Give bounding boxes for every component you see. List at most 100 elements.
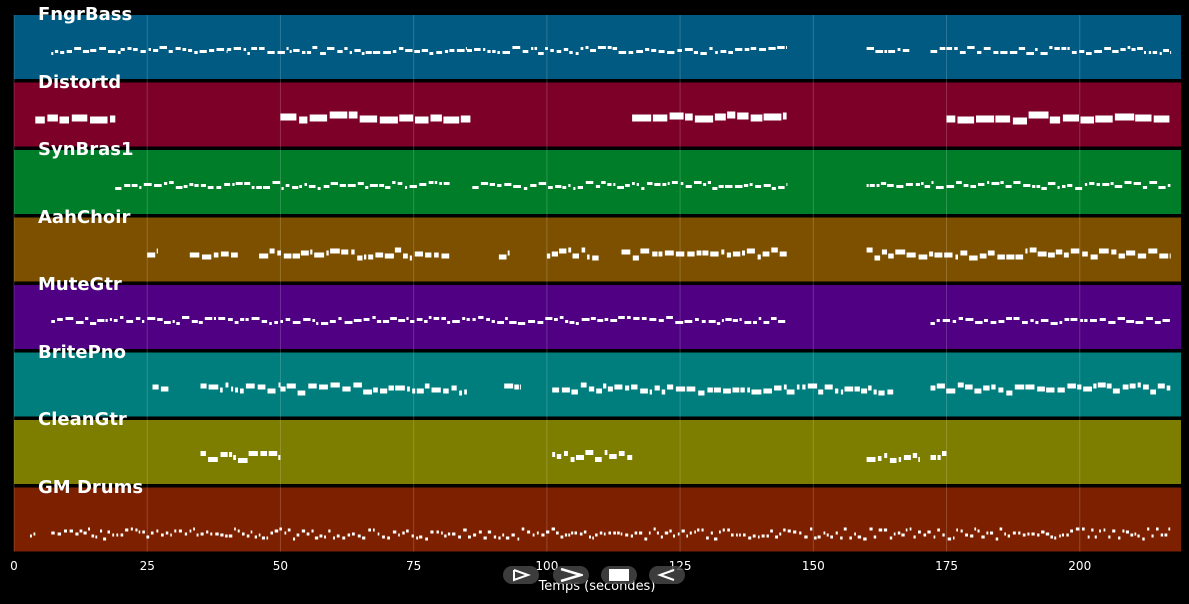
note [363,318,370,321]
note [1093,383,1097,389]
note [1070,248,1080,254]
note [497,321,504,324]
note [229,452,233,457]
note [209,49,215,52]
note [51,320,55,323]
note [866,47,874,50]
track-label: AahChoir [38,206,131,228]
note [1000,181,1004,184]
note [458,535,461,539]
note [1041,187,1047,190]
note [88,527,90,531]
note [575,322,579,325]
note [514,384,519,390]
note [405,49,413,52]
note [555,185,562,188]
note [993,51,999,54]
note [125,528,129,532]
note [999,527,1003,531]
note [667,182,670,185]
note [1157,383,1165,389]
note [913,535,916,539]
note [1135,114,1152,122]
note [954,47,958,50]
note [382,535,385,539]
note [755,185,762,188]
note [1079,50,1085,53]
note [869,527,873,531]
x-tick-label: 50 [272,559,289,573]
note [614,384,623,390]
note [561,387,570,393]
note [1023,184,1031,187]
note [701,528,704,532]
note [960,529,963,533]
note [694,530,696,534]
note [412,388,416,394]
forward-button[interactable] [649,566,685,584]
rewind-button[interactable] [503,566,539,584]
play-button[interactable] [553,566,589,584]
note [339,184,346,187]
note [316,322,319,325]
note [835,388,839,394]
note [677,532,680,536]
note [407,386,410,392]
note [840,389,844,395]
note [640,248,650,254]
note [666,316,673,319]
note [329,320,336,323]
note [231,252,238,258]
note [893,532,896,536]
note [1049,46,1053,49]
note [372,51,381,54]
note [779,532,782,536]
note [368,254,374,260]
note [991,384,996,390]
note [1142,537,1145,541]
note [562,186,567,189]
note [703,183,707,186]
note [696,250,702,256]
note [757,254,761,260]
note [110,115,116,123]
note [817,535,821,539]
note [1169,253,1171,259]
note [95,535,98,539]
note [675,386,686,392]
note [254,535,257,539]
note [505,536,510,540]
note [763,184,771,187]
note [30,534,32,538]
note [1166,385,1171,391]
note [152,384,159,390]
stop-button[interactable] [601,566,637,584]
note [969,255,978,261]
note [436,51,443,54]
note [449,49,455,52]
note [759,48,766,51]
track-label: Distortd [38,71,122,93]
note [1032,185,1036,188]
note [736,533,738,537]
note [1007,534,1010,538]
note [649,318,657,321]
note [368,528,371,532]
note [83,531,87,535]
note [1112,529,1116,533]
note [727,111,736,119]
note [487,50,491,53]
note [326,250,329,256]
note [309,114,328,122]
note [498,536,501,540]
note [901,533,905,537]
note [270,531,273,535]
note [750,114,763,122]
note [1144,51,1146,54]
note [654,183,661,186]
note [1086,52,1092,55]
note [1009,51,1018,54]
note [97,319,105,322]
note [824,384,833,390]
note [652,114,668,122]
